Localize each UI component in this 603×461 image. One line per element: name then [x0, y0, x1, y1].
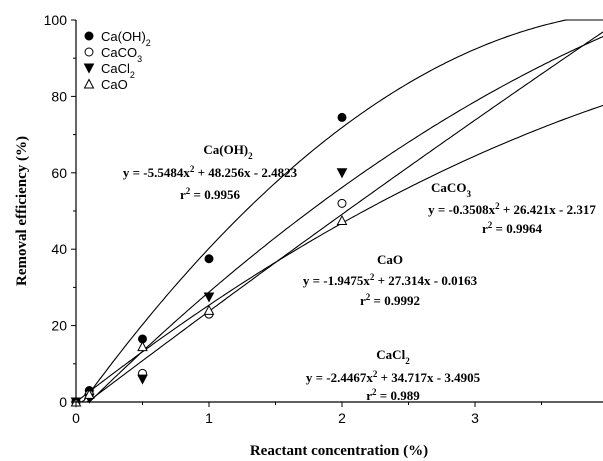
annotation-equation: y = -5.5484x2 + 48.256x - 2.4823 [123, 164, 298, 180]
annotation-r-squared: r2 = 0.9992 [360, 292, 420, 308]
y-tick-label: 100 [44, 12, 68, 28]
legend-label: Ca(OH)2 [101, 29, 151, 48]
legend-label: CaO [101, 77, 128, 92]
data-point [337, 198, 347, 208]
annotation-r-squared: r2 = 0.9964 [482, 220, 542, 236]
data-point [83, 388, 95, 399]
annotation-series-label: CaCl2 [376, 347, 410, 366]
data-points [70, 112, 348, 408]
data-point [137, 341, 148, 352]
fit-annotation: CaCl2 y = -2.4467x2 + 34.717x - 3.4905 r2 … [306, 347, 481, 403]
annotation-r-squared: r2 = 0.989 [366, 387, 420, 403]
fit-curves [75, 19, 603, 403]
axes: 0 1 2 3 0 20 40 60 80 100 [44, 12, 603, 426]
y-tick-label: 0 [59, 394, 67, 410]
annotation-r-squared: r2 = 0.9956 [180, 186, 240, 202]
data-point [336, 168, 348, 179]
data-point [204, 254, 214, 264]
x-tick-label: 2 [338, 410, 346, 426]
legend-marker [83, 63, 95, 74]
fit-curve-cacl [76, 35, 603, 403]
annotation-equation: y = -2.4467x2 + 34.717x - 3.4905 [306, 369, 481, 385]
legend-marker [83, 78, 95, 89]
x-tick-label: 0 [72, 410, 80, 426]
legend-label: CaCl2 [101, 61, 135, 80]
annotation-series-label: Ca(OH)2 [203, 142, 253, 161]
fit-curve-cao [75, 104, 603, 403]
annotation-series-label: CaCO3 [431, 180, 471, 199]
x-tick-label: 3 [471, 410, 479, 426]
legend-label: CaCO3 [101, 45, 142, 64]
data-point [137, 374, 148, 385]
y-axis-title: Removal efficiency (%) [14, 136, 30, 286]
fit-annotations: Ca(OH)2 y = -5.5484x2 + 48.256x - 2.4823 r… [123, 142, 596, 403]
fit-curve-caco [76, 31, 603, 403]
y-tick-label: 40 [51, 241, 67, 257]
x-axis-title: Reactant concentration (%) [250, 443, 428, 459]
annotation-equation: y = -0.3508x2 + 26.421x - 2.317 [428, 201, 596, 217]
fit-annotation: Ca(OH)2 y = -5.5484x2 + 48.256x - 2.4823 r… [123, 142, 298, 202]
x-tick-label: 1 [205, 410, 213, 426]
y-tick-label: 60 [51, 165, 67, 181]
fit-annotation: CaO y = -1.9475x2 + 27.314x - 0.0163 r2 = … [303, 252, 478, 308]
y-tick-label: 20 [51, 318, 67, 334]
annotation-series-label: CaO [377, 252, 403, 267]
annotation-equation: y = -1.9475x2 + 27.314x - 0.0163 [303, 272, 478, 288]
data-point [336, 214, 348, 226]
legend-marker [84, 31, 94, 41]
fit-curve-caoh [76, 19, 603, 403]
data-point [337, 112, 347, 122]
legend-marker [84, 47, 94, 57]
y-tick-label: 80 [51, 88, 67, 104]
data-point [203, 304, 215, 315]
fit-annotation: CaCO3 y = -0.3508x2 + 26.421x - 2.317 r2 =… [428, 180, 596, 236]
data-point [203, 292, 215, 303]
